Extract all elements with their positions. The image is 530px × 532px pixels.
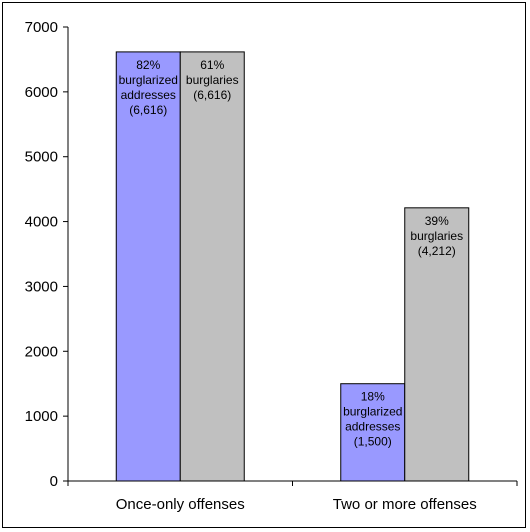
y-tick-label: 3000 xyxy=(25,278,58,295)
bar-data-label: burglarized xyxy=(343,405,402,419)
bar xyxy=(340,383,406,482)
bar-data-label: 61% xyxy=(200,58,224,72)
bar xyxy=(179,51,245,482)
bar-data-label: (6,616) xyxy=(193,88,231,102)
bar-data-label: (1,500) xyxy=(354,435,392,449)
y-tick-label: 4000 xyxy=(25,214,58,231)
bar-data-label: addresses xyxy=(345,420,400,434)
bar xyxy=(115,51,181,482)
y-tick-label: 6000 xyxy=(25,84,58,101)
bar-data-label: (6,616) xyxy=(129,103,167,117)
y-tick-label: 2000 xyxy=(25,343,58,360)
bar-data-label: 82% xyxy=(136,58,160,72)
bar-data-label: burglarized xyxy=(119,73,178,87)
bar-data-label: burglaries xyxy=(410,229,463,243)
bar-data-label: (4,212) xyxy=(418,244,456,258)
x-category-label: Once-only offenses xyxy=(116,496,245,513)
x-category-label: Two or more offenses xyxy=(333,496,477,513)
bar-data-label: burglaries xyxy=(186,73,239,87)
bar-data-label: 18% xyxy=(361,390,385,404)
y-tick-label: 5000 xyxy=(25,149,58,166)
y-tick-label: 7000 xyxy=(25,19,58,36)
bar-data-label: 39% xyxy=(425,214,449,228)
y-tick-label: 0 xyxy=(50,473,58,490)
bar-data-label: addresses xyxy=(121,88,176,102)
bar xyxy=(404,207,470,482)
y-tick-label: 1000 xyxy=(25,408,58,425)
